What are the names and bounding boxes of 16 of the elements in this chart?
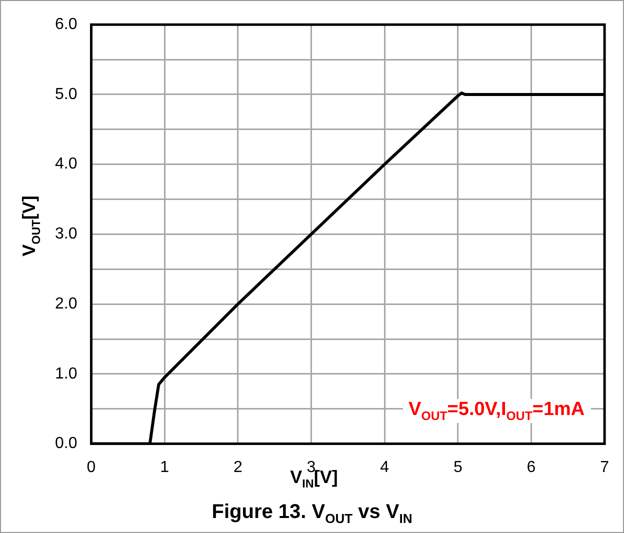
x-tick-label: 0 xyxy=(86,458,96,476)
y-tick-label: 3.0 xyxy=(54,226,78,243)
y-tick-label: 6.0 xyxy=(54,16,78,34)
annotation: V$_{OUT}$=5.0V,I$_{OUT}$=1mA xyxy=(402,398,591,423)
y-tick-label: 4.0 xyxy=(54,156,78,173)
x-tick-label: 1 xyxy=(160,458,170,476)
x-tick-label: 7 xyxy=(600,458,610,476)
text: Figure 13. V$_{OUT}$ vs V$_{IN}$ xyxy=(210,501,414,526)
y-tick-label: 0.0 xyxy=(54,435,78,452)
x-tick-label: 6 xyxy=(526,458,536,476)
x-tick-label: 2 xyxy=(233,458,242,476)
y-tick-label: 1.0 xyxy=(54,365,78,382)
y-tick-label: 2.0 xyxy=(54,295,78,312)
x-tick-label: 5 xyxy=(453,458,462,476)
y-tick-label: 5.0 xyxy=(54,86,78,103)
x-tick-label: 4 xyxy=(380,458,390,476)
